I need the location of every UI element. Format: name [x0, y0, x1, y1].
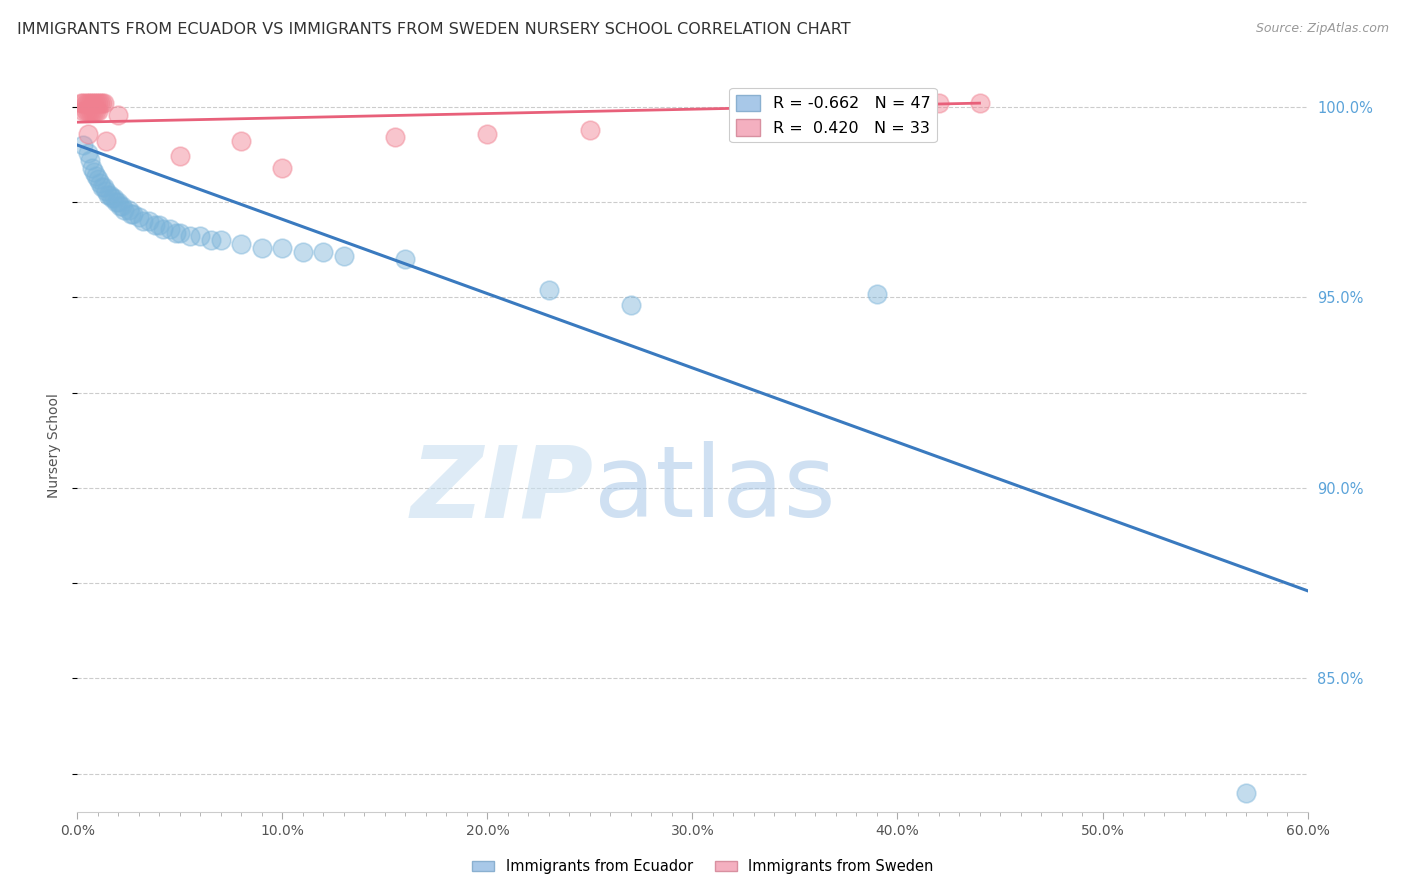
- Point: [79, 103, 101, 118]
- Point: [98, 187, 121, 202]
- Point: [143, 218, 166, 232]
- Point: [1234, 786, 1257, 800]
- Point: [94, 184, 117, 198]
- Text: atlas: atlas: [595, 442, 835, 539]
- Point: [83, 164, 105, 178]
- Point: [110, 199, 132, 213]
- Point: [188, 229, 212, 244]
- Point: [93, 96, 115, 111]
- Point: [76, 103, 98, 118]
- Point: [84, 103, 107, 118]
- Point: [107, 107, 129, 121]
- Point: [477, 127, 499, 141]
- Point: [159, 222, 181, 236]
- Point: [128, 211, 150, 225]
- Point: [93, 180, 115, 194]
- Point: [89, 96, 111, 111]
- Point: [79, 153, 101, 168]
- Point: [70, 96, 93, 111]
- Point: [120, 206, 142, 220]
- Point: [111, 199, 134, 213]
- Point: [312, 244, 335, 259]
- Point: [101, 191, 124, 205]
- Point: [121, 206, 143, 220]
- Point: [80, 103, 103, 118]
- Legend: R = -0.662   N = 47, R =  0.420   N = 33: R = -0.662 N = 47, R = 0.420 N = 33: [730, 88, 936, 142]
- Point: [76, 145, 98, 160]
- Text: ZIP: ZIP: [411, 442, 595, 539]
- Legend: Immigrants from Ecuador, Immigrants from Sweden: Immigrants from Ecuador, Immigrants from…: [467, 854, 939, 880]
- Point: [886, 103, 908, 118]
- Point: [87, 96, 110, 111]
- Point: [384, 130, 406, 145]
- Point: [200, 233, 222, 247]
- Point: [179, 229, 201, 244]
- Point: [132, 214, 155, 228]
- Point: [271, 161, 294, 175]
- Point: [84, 169, 107, 183]
- Point: [845, 119, 868, 133]
- Point: [866, 286, 889, 301]
- Point: [231, 237, 253, 252]
- Point: [72, 103, 94, 118]
- Point: [89, 176, 111, 190]
- Point: [333, 248, 356, 262]
- Point: [117, 202, 139, 217]
- Point: [394, 252, 416, 267]
- Point: [107, 195, 129, 210]
- Point: [76, 127, 98, 141]
- Point: [72, 138, 94, 153]
- Point: [75, 96, 97, 111]
- Point: [72, 96, 94, 111]
- Point: [83, 103, 105, 118]
- Point: [76, 96, 98, 111]
- Point: [165, 226, 187, 240]
- Point: [231, 134, 253, 148]
- Point: [271, 241, 294, 255]
- Point: [79, 96, 101, 111]
- Point: [84, 96, 107, 111]
- Point: [291, 244, 314, 259]
- Point: [148, 218, 170, 232]
- Point: [90, 96, 114, 111]
- Point: [80, 96, 103, 111]
- Point: [103, 191, 125, 205]
- Point: [97, 187, 120, 202]
- Point: [579, 123, 602, 137]
- Point: [250, 241, 273, 255]
- Point: [114, 202, 136, 217]
- Point: [209, 233, 232, 247]
- Point: [87, 172, 110, 186]
- Point: [620, 298, 643, 312]
- Point: [80, 161, 103, 175]
- Point: [537, 283, 560, 297]
- Text: Source: ZipAtlas.com: Source: ZipAtlas.com: [1256, 22, 1389, 36]
- Point: [75, 103, 97, 118]
- Text: IMMIGRANTS FROM ECUADOR VS IMMIGRANTS FROM SWEDEN NURSERY SCHOOL CORRELATION CHA: IMMIGRANTS FROM ECUADOR VS IMMIGRANTS FR…: [17, 22, 851, 37]
- Point: [969, 96, 991, 111]
- Point: [83, 96, 105, 111]
- Point: [90, 180, 114, 194]
- Point: [105, 195, 128, 210]
- Point: [94, 134, 117, 148]
- Point: [928, 96, 950, 111]
- Point: [87, 103, 110, 118]
- Y-axis label: Nursery School: Nursery School: [48, 393, 62, 499]
- Point: [169, 226, 191, 240]
- Point: [169, 149, 191, 163]
- Point: [152, 222, 174, 236]
- Point: [138, 214, 160, 228]
